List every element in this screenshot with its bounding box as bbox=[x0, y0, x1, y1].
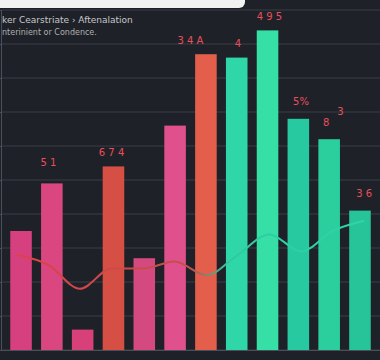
annotations: 5 1 6 7 4 3 4 A 4 4 9 5 5% 83 3 6 bbox=[40, 11, 372, 199]
bar bbox=[103, 166, 125, 350]
y-tick bbox=[0, 282, 1, 283]
bar bbox=[195, 54, 217, 350]
grid-line bbox=[1, 10, 380, 11]
y-tick-mark bbox=[0, 214, 1, 215]
x-axis-line bbox=[2, 350, 380, 351]
y-tick bbox=[0, 112, 1, 113]
bar bbox=[257, 30, 279, 350]
bar bbox=[72, 330, 94, 350]
annotation: 3 6 bbox=[356, 188, 372, 199]
y-tick-mark bbox=[0, 282, 1, 283]
y-tick bbox=[0, 214, 1, 215]
bars bbox=[10, 30, 371, 350]
y-tick-mark bbox=[0, 44, 1, 45]
subtitle: nterinient or Condence. bbox=[2, 28, 97, 37]
marks bbox=[10, 30, 371, 350]
y-tick bbox=[0, 350, 1, 351]
grid bbox=[1, 10, 380, 350]
annotation: 5% bbox=[293, 96, 309, 107]
y-axis-line bbox=[0, 11, 2, 351]
y-tick-mark bbox=[0, 146, 1, 147]
annotation: 3 bbox=[337, 106, 343, 117]
annotation: 8 bbox=[323, 117, 329, 128]
y-tick bbox=[0, 248, 1, 249]
background bbox=[0, 0, 380, 360]
y-tick bbox=[0, 146, 1, 147]
y-tick bbox=[0, 180, 1, 181]
y-tick-mark bbox=[0, 350, 1, 351]
grid-line bbox=[1, 78, 380, 79]
chart: 5 1 6 7 4 3 4 A 4 4 9 5 5% 83 3 6 ker Cearstriat… bbox=[0, 0, 380, 360]
y-tick-mark bbox=[0, 10, 1, 11]
y-tick bbox=[0, 78, 1, 79]
y-tick bbox=[0, 44, 1, 45]
bar bbox=[288, 119, 310, 350]
annotation: 6 7 4 bbox=[99, 147, 124, 158]
annotation: 3 4 A bbox=[178, 35, 204, 46]
y-tick-mark bbox=[0, 248, 1, 249]
bar bbox=[133, 258, 155, 350]
bar bbox=[318, 139, 340, 350]
title: ker Cearstriate › Aftenalation bbox=[2, 15, 133, 25]
y-tick-mark bbox=[0, 316, 1, 317]
bar bbox=[349, 211, 371, 350]
annotation: 5 1 bbox=[40, 157, 56, 168]
line bbox=[17, 221, 364, 289]
grid-line bbox=[1, 112, 380, 113]
annotation: 4 bbox=[235, 38, 241, 49]
y-tick bbox=[0, 316, 1, 317]
y-tick-mark bbox=[0, 112, 1, 113]
bar bbox=[226, 58, 248, 350]
y-tick bbox=[0, 10, 1, 11]
bar bbox=[10, 231, 32, 350]
plot bbox=[0, 10, 380, 351]
bar bbox=[164, 126, 186, 350]
y-axis bbox=[0, 11, 2, 351]
title-bar bbox=[0, 0, 245, 8]
y-tick-mark bbox=[0, 180, 1, 181]
annotation: 4 9 5 bbox=[257, 11, 282, 22]
y-tick-mark bbox=[0, 78, 1, 79]
